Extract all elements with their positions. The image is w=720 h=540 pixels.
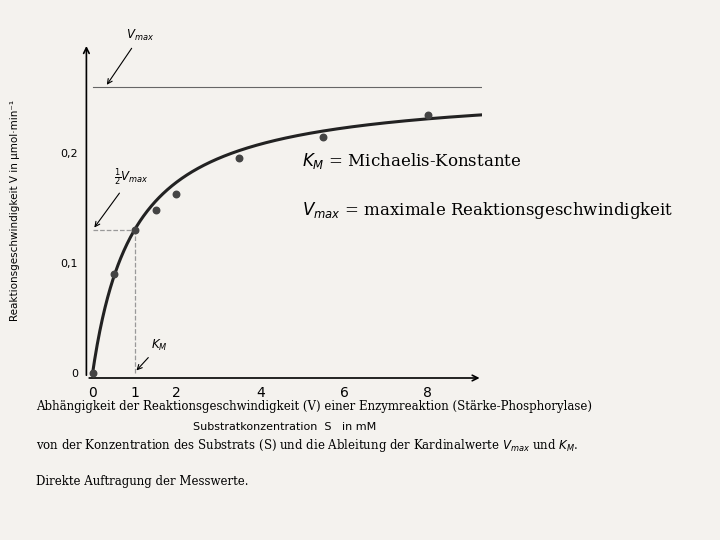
Point [422,110,433,119]
Text: $V_{max}$: $V_{max}$ [107,28,154,84]
Text: $K_M$: $K_M$ [138,338,168,369]
Text: Direkte Auftragung der Messwerte.: Direkte Auftragung der Messwerte. [36,475,248,488]
Text: Substratkonzentration  S   in mM: Substratkonzentration S in mM [193,422,376,431]
Point [150,206,161,214]
Point [87,368,99,377]
Text: $K_M$ = Michaelis-Konstante: $K_M$ = Michaelis-Konstante [302,151,522,171]
Text: von der Konzentration des Substrats (S) und die Ableitung der Kardinalwerte $V_{: von der Konzentration des Substrats (S) … [36,437,578,454]
Text: $V_{max}$ = maximale Reaktionsgeschwindigkeit: $V_{max}$ = maximale Reaktionsgeschwindi… [302,200,674,221]
Point [233,154,245,163]
Text: Abhängigkeit der Reaktionsgeschwindigkeit (V) einer Enzymreaktion (Stärke-Phosph: Abhängigkeit der Reaktionsgeschwindigkei… [36,400,592,413]
Point [129,226,140,234]
Text: Reaktionsgeschwindigkeit V in µmol·min⁻¹: Reaktionsgeschwindigkeit V in µmol·min⁻¹ [10,100,20,321]
Text: $\frac{1}{2}V_{max}$: $\frac{1}{2}V_{max}$ [95,166,148,227]
Point [318,132,329,141]
Point [108,269,120,278]
Point [171,189,182,198]
